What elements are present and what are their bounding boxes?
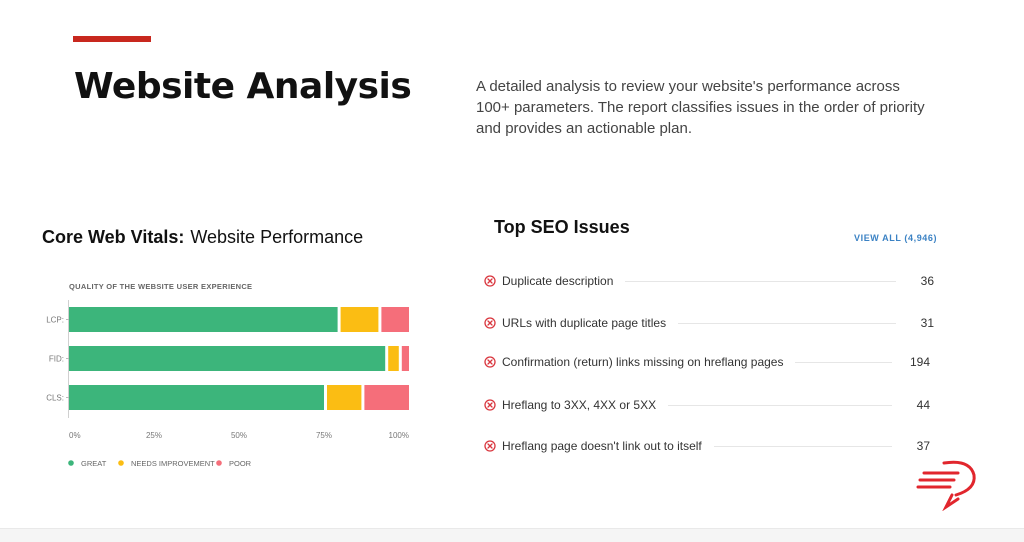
circle-x-icon [484,317,496,329]
x-tick-label: 100% [389,431,409,440]
x-tick-label: 75% [316,431,332,440]
circle-x-icon [484,440,496,452]
x-tick-label: 25% [146,431,162,440]
seo-issue-count: 194 [909,355,930,369]
chart-svg: QUALITY OF THE WEBSITE USER EXPERIENCE LC… [46,282,409,468]
core-web-vitals-chart: QUALITY OF THE WEBSITE USER EXPERIENCE LC… [40,270,430,480]
legend-swatch [68,460,74,466]
legend-swatch [118,460,124,466]
seo-issue-row[interactable]: Duplicate description 36 [484,272,934,290]
page-title: Website Analysis [74,66,412,107]
bar-segment-poor [381,307,409,332]
bar-segment-great [69,346,386,371]
seo-issue-divider [678,322,896,324]
x-tick-label: 50% [231,431,247,440]
circle-x-icon [484,275,496,287]
bar-segment-great [69,385,324,410]
brand-logo-icon [916,460,976,511]
seo-issue-label: Hreflang to 3XX, 4XX or 5XX [502,398,657,412]
seo-issue-divider [795,361,892,363]
bar-label: CLS: [46,394,64,403]
footer-strip [0,528,1024,542]
x-tick-label: 0% [69,431,81,440]
bar-segment-poor [401,346,409,371]
legend-label: POOR [229,459,252,468]
seo-issue-count: 36 [920,274,934,288]
seo-issue-row[interactable]: Confirmation (return) links missing on h… [484,353,930,371]
seo-issue-label: Confirmation (return) links missing on h… [502,355,784,369]
bar-label: FID: [49,355,64,364]
cwv-heading-rest: Website Performance [190,227,364,247]
seo-issue-count: 37 [916,439,930,453]
view-all-link[interactable]: VIEW ALL (4,946) [854,233,938,243]
chart-title: QUALITY OF THE WEBSITE USER EXPERIENCE [69,282,252,291]
seo-issue-divider [713,445,892,447]
circle-x-icon [484,399,496,411]
cwv-heading-bold: Core Web Vitals: [42,227,185,247]
seo-issues-heading: Top SEO Issues [494,217,630,237]
seo-issue-count: 44 [916,398,930,412]
legend-label: GREAT [81,459,107,468]
seo-issue-row[interactable]: Hreflang to 3XX, 4XX or 5XX 44 [484,396,930,414]
seo-issue-label: URLs with duplicate page titles [502,316,667,330]
core-web-vitals-heading: Core Web Vitals: Website Performance [42,227,363,248]
seo-issue-divider [668,404,892,406]
circle-x-icon [484,356,496,368]
bar-segment-needs-improvement [327,385,362,410]
accent-bar [73,36,151,42]
legend-swatch [216,460,222,466]
seo-issue-divider [625,280,896,282]
bar-segment-great [69,307,338,332]
seo-issue-label: Hreflang page doesn't link out to itself [502,439,702,453]
bar-segment-poor [364,385,409,410]
bar-segment-needs-improvement [340,307,379,332]
seo-issue-row[interactable]: URLs with duplicate page titles 31 [484,314,934,332]
intro-text: A detailed analysis to review your websi… [476,78,925,137]
seo-issue-label: Duplicate description [502,274,614,288]
bar-label: LCP: [46,316,64,325]
seo-issue-count: 31 [920,316,934,330]
bar-segment-needs-improvement [388,346,399,371]
seo-issue-row[interactable]: Hreflang page doesn't link out to itself… [484,437,930,455]
legend-label: NEEDS IMPROVEMENT [131,459,215,468]
